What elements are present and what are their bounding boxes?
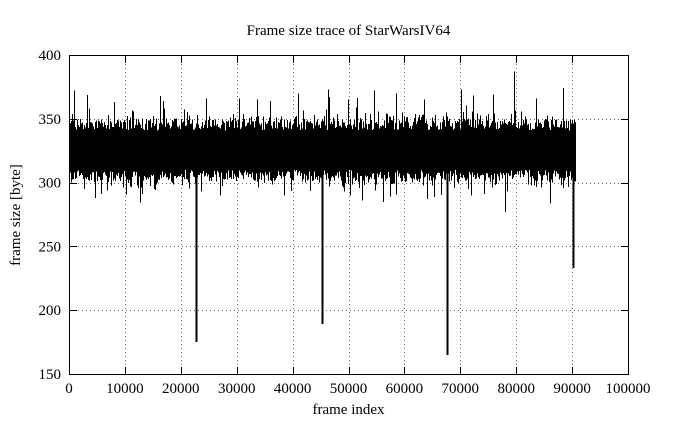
x-tick-label: 70000 <box>442 381 480 397</box>
x-tick-label: 0 <box>65 381 73 397</box>
y-tick-label: 350 <box>39 112 62 128</box>
y-tick-labels: 150 200 250 300 350 400 <box>39 48 62 383</box>
y-tick-label: 200 <box>39 303 62 319</box>
x-tick-label: 100000 <box>606 381 651 397</box>
axis-ticks <box>69 55 629 375</box>
x-tick-label: 60000 <box>386 381 424 397</box>
x-tick-labels: 0 10000 20000 30000 40000 50000 60000 70000 8000… <box>65 381 650 397</box>
x-tick-label: 40000 <box>274 381 312 397</box>
x-tick-label: 20000 <box>162 381 200 397</box>
x-tick-label: 10000 <box>106 381 144 397</box>
chart-title: Frame size trace of StarWarsIV64 <box>246 23 451 39</box>
y-tick-label: 400 <box>39 48 62 64</box>
deep-dip-spikes <box>195 134 575 355</box>
plot-frame <box>69 55 629 375</box>
x-tick-label: 50000 <box>330 381 368 397</box>
y-tick-label: 150 <box>39 367 62 383</box>
y-tick-label: 300 <box>39 176 62 192</box>
y-tick-label: 250 <box>39 239 62 255</box>
x-axis-label: frame index <box>312 402 385 418</box>
x-tick-label: 80000 <box>497 381 535 397</box>
x-tick-label: 30000 <box>218 381 256 397</box>
x-tick-label: 90000 <box>553 381 591 397</box>
